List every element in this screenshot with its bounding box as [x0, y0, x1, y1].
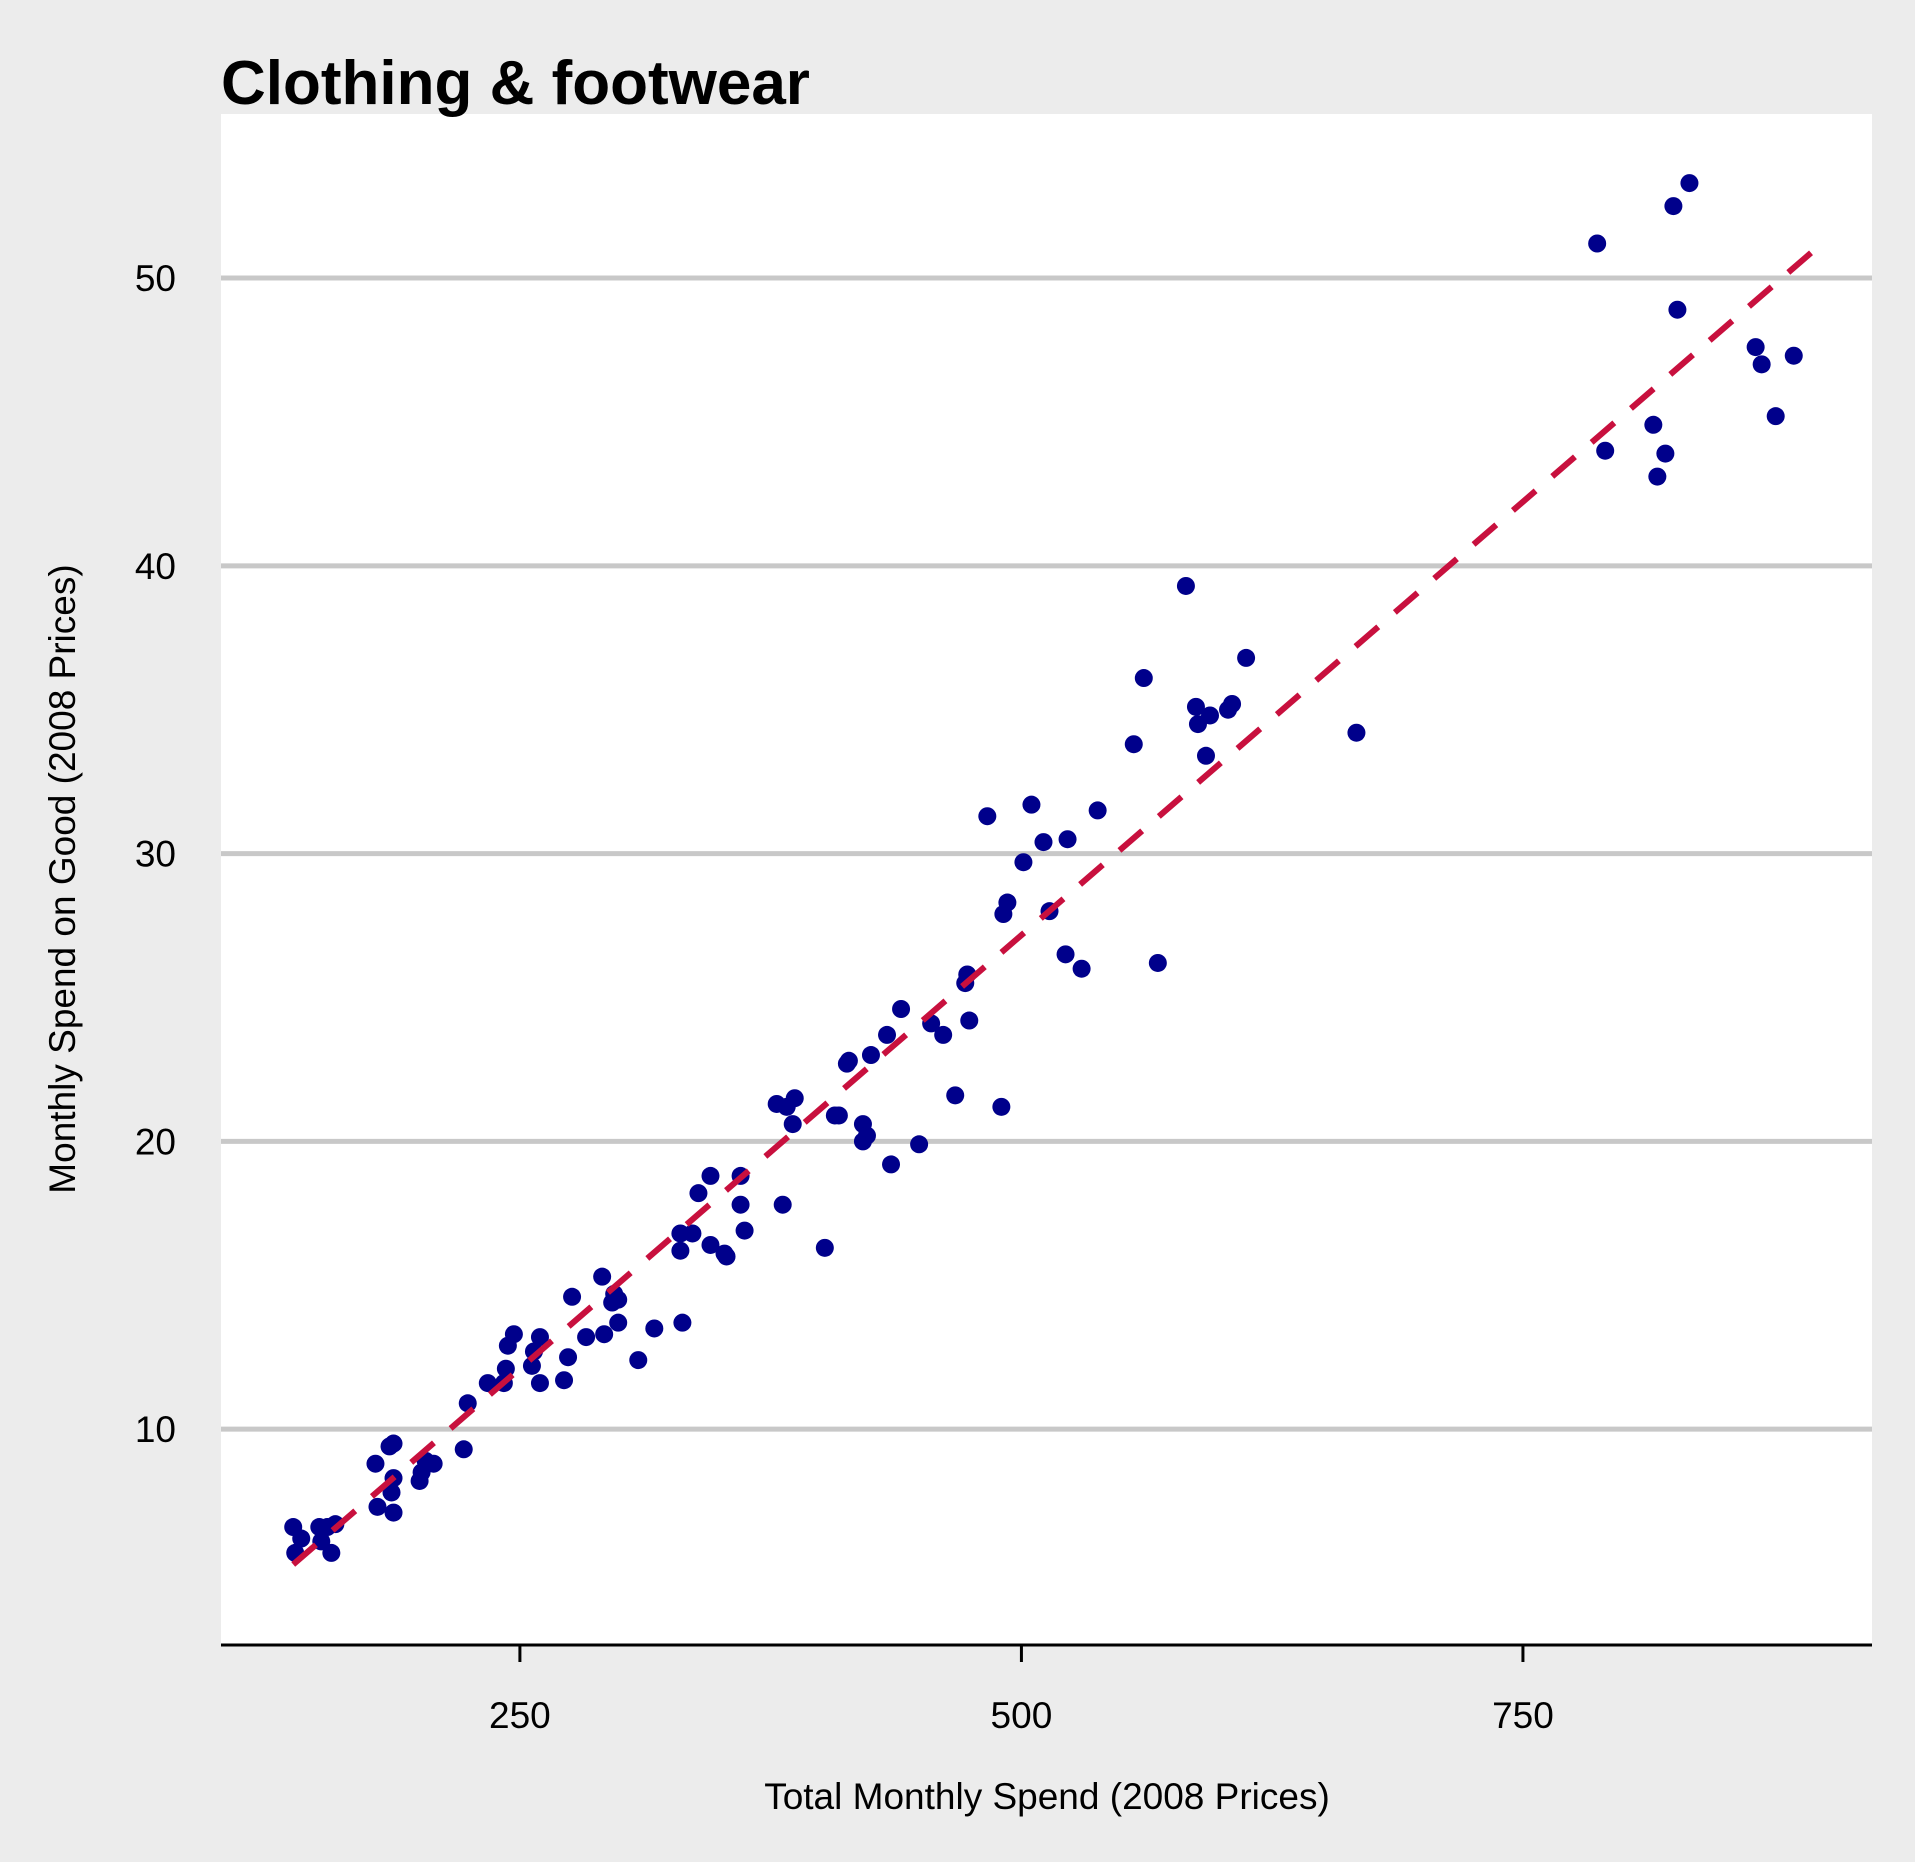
data-point: [609, 1290, 628, 1309]
data-point: [1022, 795, 1041, 814]
data-point: [1680, 174, 1699, 193]
y-tick-label: 20: [135, 1121, 176, 1162]
data-point: [1223, 694, 1242, 713]
data-point: [1347, 723, 1366, 742]
data-point: [878, 1025, 897, 1044]
data-point: [522, 1356, 541, 1375]
data-point: [1014, 853, 1033, 872]
data-point: [1034, 833, 1053, 852]
data-point: [555, 1371, 574, 1390]
data-point: [1186, 697, 1205, 716]
data-point: [783, 1115, 802, 1134]
data-point: [593, 1267, 612, 1286]
data-point: [1648, 467, 1667, 486]
data-point: [1746, 338, 1765, 357]
data-point: [829, 1106, 848, 1125]
data-point: [1656, 444, 1675, 463]
data-point: [671, 1241, 690, 1260]
data-point: [629, 1351, 648, 1370]
data-point: [1752, 355, 1771, 374]
data-point: [1148, 953, 1167, 972]
data-point: [815, 1238, 834, 1257]
data-point: [1176, 576, 1195, 595]
x-tick-label: 750: [1492, 1695, 1554, 1736]
data-point: [1134, 669, 1153, 688]
data-point: [839, 1051, 858, 1070]
data-point: [292, 1529, 311, 1548]
data-point: [1588, 234, 1607, 253]
data-point: [1058, 830, 1077, 849]
data-point: [910, 1135, 929, 1154]
data-point: [1072, 959, 1091, 978]
data-point: [478, 1374, 497, 1393]
data-point: [366, 1454, 385, 1473]
data-point: [735, 1221, 754, 1240]
x-tick-label: 500: [991, 1695, 1053, 1736]
data-point: [673, 1313, 692, 1332]
data-point: [424, 1454, 443, 1473]
data-point: [1124, 735, 1143, 754]
data-point: [978, 807, 997, 826]
data-point: [609, 1313, 628, 1332]
data-point: [1596, 441, 1615, 460]
data-point: [1200, 706, 1219, 725]
data-point: [701, 1166, 720, 1185]
y-tick-label: 10: [135, 1409, 176, 1450]
x-axis-title: Total Monthly Spend (2008 Prices): [764, 1776, 1330, 1817]
data-point: [577, 1328, 596, 1347]
data-point: [892, 1000, 911, 1019]
data-point: [1196, 746, 1215, 765]
x-tick-label: 250: [489, 1695, 551, 1736]
data-point: [861, 1046, 880, 1065]
data-point: [857, 1126, 876, 1145]
data-point: [934, 1025, 953, 1044]
chart-title: Clothing & footwear: [221, 49, 810, 118]
y-axis-title: Monthly Spend on Good (2008 Prices): [42, 564, 83, 1193]
data-point: [1088, 801, 1107, 820]
data-point: [530, 1328, 549, 1347]
data-point: [384, 1434, 403, 1453]
data-point: [382, 1483, 401, 1502]
data-point: [1664, 197, 1683, 216]
data-point: [683, 1224, 702, 1243]
data-point: [689, 1184, 708, 1203]
data-point: [785, 1089, 804, 1108]
trend-line: [291, 249, 1814, 1567]
data-point: [368, 1497, 387, 1516]
data-point: [645, 1319, 664, 1338]
data-point: [882, 1155, 901, 1174]
data-point: [731, 1195, 750, 1214]
data-point: [384, 1503, 403, 1522]
data-point: [1237, 648, 1256, 667]
data-point: [717, 1247, 736, 1266]
y-tick-label: 30: [135, 834, 176, 875]
data-point: [1784, 346, 1803, 365]
data-point: [454, 1440, 473, 1459]
x-axis-ticks: 250 500 750: [489, 1645, 1554, 1736]
data-point: [595, 1325, 614, 1344]
y-axis-ticks: 10 20 30 40 50: [135, 258, 176, 1450]
data-point: [998, 893, 1017, 912]
data-point: [504, 1325, 523, 1344]
y-tick-label: 50: [135, 258, 176, 299]
y-tick-label: 40: [135, 546, 176, 587]
data-point: [458, 1394, 477, 1413]
data-point: [992, 1097, 1011, 1116]
data-point: [701, 1235, 720, 1254]
data-point: [1644, 415, 1663, 434]
data-point: [1056, 945, 1075, 964]
data-point: [1766, 407, 1785, 426]
data-point: [1668, 300, 1687, 319]
data-point: [960, 1011, 979, 1030]
data-point: [322, 1543, 341, 1562]
data-point: [773, 1195, 792, 1214]
gridlines: [221, 275, 1872, 1432]
data-point: [946, 1086, 965, 1105]
data-point: [559, 1348, 578, 1367]
data-points: [284, 174, 1803, 1562]
data-point: [530, 1374, 549, 1393]
data-point: [563, 1287, 582, 1306]
